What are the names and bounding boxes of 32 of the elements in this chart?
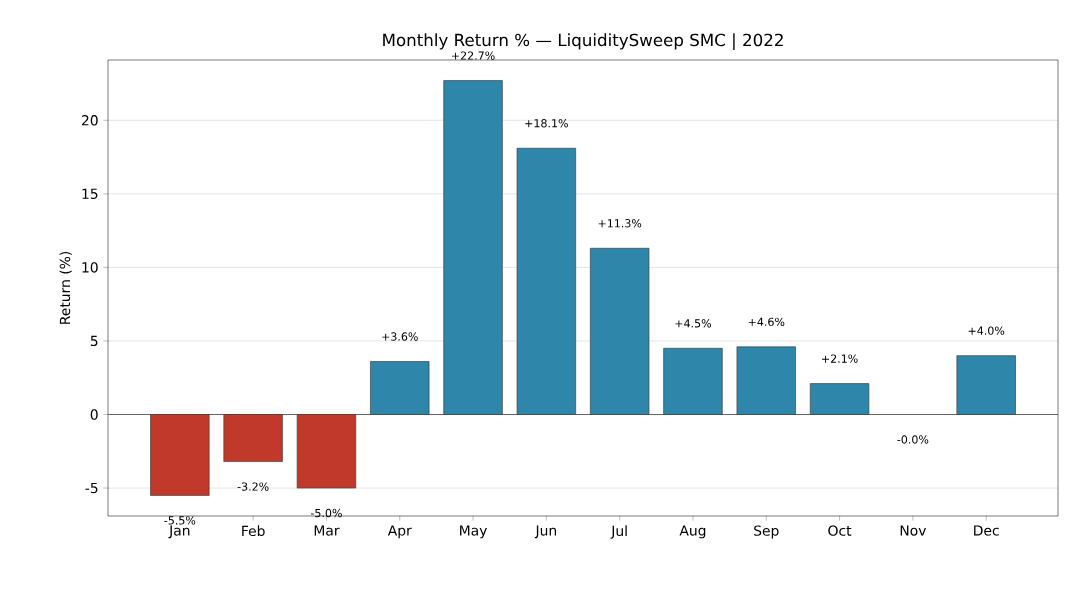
data-label: +11.3% [598,219,642,228]
x-tick-label: Nov [900,525,926,536]
data-label: +4.5% [675,319,712,328]
y-tick-label: -5 [85,482,98,494]
x-tick-label: Apr [387,525,412,539]
x-tick-label: Oct [828,525,852,536]
x-tick-label: Jan [168,525,190,539]
data-label: +3.6% [382,332,418,341]
data-label: -5.0% [310,508,342,518]
x-tick-label: Mar [314,525,340,536]
data-label: +22.7% [452,51,495,60]
data-label: +4.6% [748,317,785,327]
x-tick-label: Aug [679,525,706,539]
y-tick-label: 20 [82,115,98,126]
data-label: +2.1% [822,354,858,363]
data-label: -5.5% [164,516,196,525]
y-tick-label: 5 [90,335,98,347]
chart-title: Monthly Return % — LiquiditySweep SMC | 2022 [383,33,783,50]
y-tick-label: 15 [82,188,98,199]
x-tick-label: May [460,525,487,539]
x-tick-label: Dec [974,525,999,536]
x-tick-label: Sep [754,525,779,539]
x-tick-label: Jun [534,525,557,539]
data-label: -0.0% [897,435,929,444]
y-tick-label: 10 [82,262,98,273]
data-label: -3.2% [237,482,269,491]
data-label: +4.0% [968,326,1005,335]
x-tick-label: Feb [242,525,265,537]
x-tick-label: Jul [610,525,627,539]
y-axis-title: Return (%) [59,251,72,324]
y-tick-label: 0 [90,409,98,420]
data-label: +18.1% [525,119,568,128]
